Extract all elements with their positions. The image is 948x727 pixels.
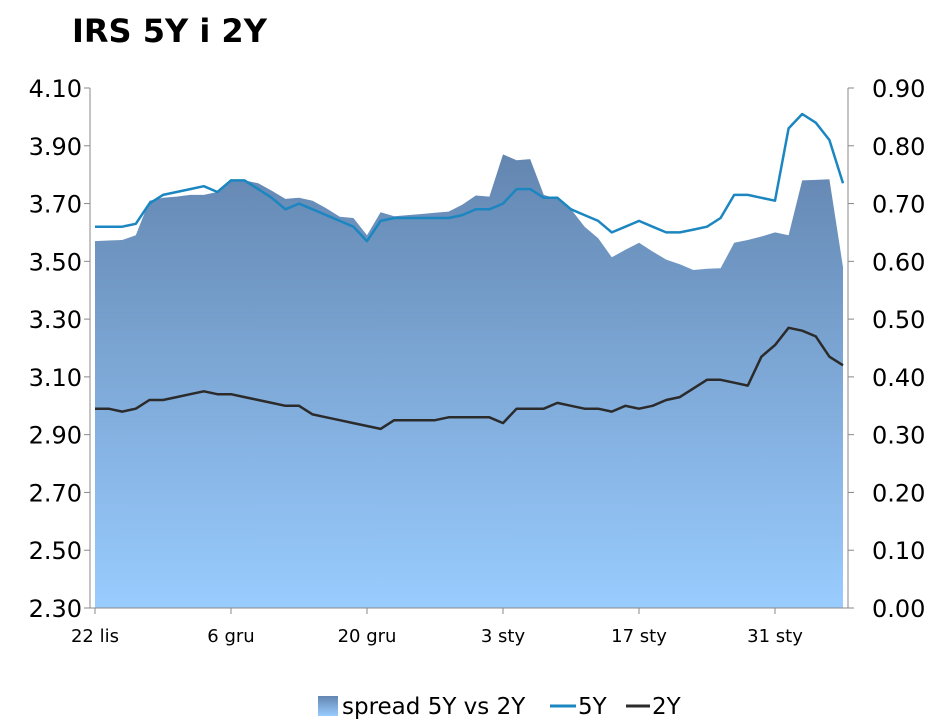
line-2y: [95, 326, 844, 431]
right-tick-label: 0.10: [872, 537, 925, 565]
x-tick-label: 17 sty: [611, 626, 667, 647]
chart-title: IRS 5Y i 2Y: [72, 12, 267, 50]
legend: spread 5Y vs 2Y 5Y 2Y: [318, 694, 682, 720]
left-tick-label: 2.70: [29, 479, 82, 507]
left-tick-label: 3.90: [29, 133, 82, 161]
left-tick-label: 2.50: [29, 537, 82, 565]
right-tick-label: 0.60: [872, 248, 925, 276]
right-tick-label: 0.50: [872, 306, 925, 334]
x-tick-label: 6 gru: [207, 626, 254, 647]
right-tick-label: 0.00: [872, 595, 925, 623]
left-tick-label: 2.30: [29, 595, 82, 623]
x-tick-label: 20 gru: [338, 626, 397, 647]
line-5y: [95, 112, 845, 243]
left-tick-label: 4.10: [29, 75, 82, 103]
left-tick-label: 3.30: [29, 306, 82, 334]
right-tick-label: 0.90: [872, 75, 925, 103]
right-tick-label: 0.30: [872, 422, 925, 450]
right-tick-label: 0.70: [872, 191, 925, 219]
right-tick-label: 0.20: [872, 479, 925, 507]
legend-label-spread: spread 5Y vs 2Y: [342, 694, 526, 720]
x-tick-label: 22 lis: [71, 626, 119, 647]
spread-area: [95, 154, 843, 608]
legend-swatch-spread: [318, 696, 338, 716]
left-tick-label: 3.10: [29, 364, 82, 392]
right-tick-label: 0.80: [872, 133, 925, 161]
left-tick-label: 3.70: [29, 191, 82, 219]
x-tick-label: 3 sty: [481, 626, 526, 647]
legend-label-5y: 5Y: [578, 694, 608, 720]
left-tick-label: 3.50: [29, 248, 82, 276]
left-tick-label: 2.90: [29, 422, 82, 450]
right-tick-label: 0.40: [872, 364, 925, 392]
x-tick-label: 31 sty: [747, 626, 803, 647]
legend-label-2y: 2Y: [652, 694, 682, 720]
